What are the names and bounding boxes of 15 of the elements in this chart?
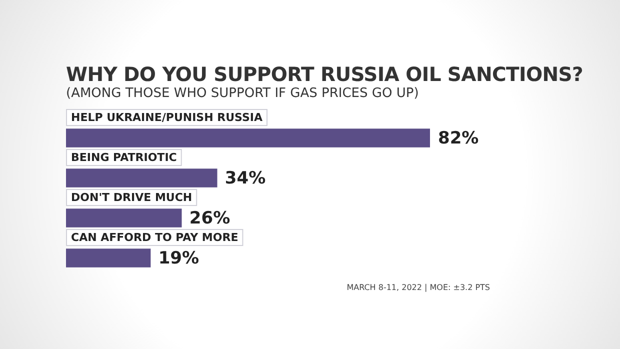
- text: MARCH 8-11, 2022 | MOE: ±3.2 PTS: [346, 283, 490, 292]
- y-tick-label: CAN AFFORD TO PAY MORE: [71, 230, 238, 244]
- bar: [66, 248, 151, 268]
- data-label: 19%: [158, 248, 200, 268]
- y-tick-label: HELP UKRAINE/PUNISH RUSSIA: [71, 110, 263, 124]
- y-tick-label: DON'T DRIVE MUCH: [71, 190, 192, 204]
- bar: [66, 128, 430, 148]
- bar: [66, 208, 182, 228]
- data-label: 26%: [189, 208, 230, 228]
- chart-subtitle: (AMONG THOSE WHO SUPPORT IF GAS PRICES GO UP): [66, 86, 419, 101]
- data-label: 82%: [438, 128, 479, 148]
- data-label: 34%: [224, 168, 266, 188]
- chart-title: WHY DO YOU SUPPORT RUSSIA OIL SANCTIONS?: [66, 63, 584, 86]
- y-tick-label: BEING PATRIOTIC: [71, 150, 177, 164]
- bar: [66, 168, 218, 188]
